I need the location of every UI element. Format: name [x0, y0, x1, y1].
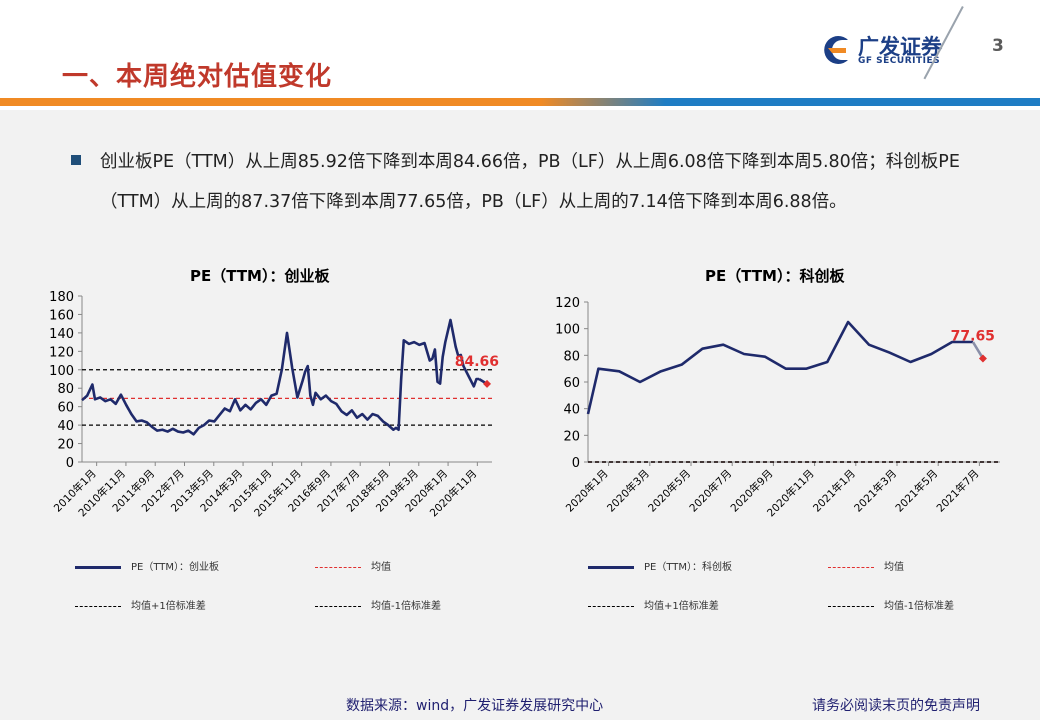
y-tick-label: 0	[572, 456, 580, 471]
legend-item-mean: 均值	[828, 558, 904, 573]
y-tick-label: 20	[563, 429, 580, 444]
legend-label: PE（TTM）：科创板	[644, 562, 733, 573]
legend-item-plus-std: 均值+1倍标准差	[75, 597, 206, 612]
gf-logo-icon	[824, 36, 848, 64]
legend-item-minus-std: 均值-1倍标准差	[828, 597, 954, 612]
y-tick-label: 120	[49, 345, 74, 360]
legend-label: 均值-1倍标准差	[884, 601, 954, 612]
bullet-square-icon	[71, 155, 81, 165]
y-tick-label: 160	[49, 308, 74, 323]
company-logo: 广发证券 GF SECURITIES	[818, 30, 958, 70]
y-tick-label: 180	[49, 290, 74, 305]
legend-star: PE（TTM）：科创板 均值 均值+1倍标准差 均值-1倍标准差	[588, 558, 1008, 618]
header-stripe	[0, 98, 1040, 106]
legend-label: 均值-1倍标准差	[371, 601, 441, 612]
logo-arc-orange	[828, 48, 846, 53]
x-tick-label: 2021年7月	[934, 467, 982, 515]
x-tick-label: 2021年3月	[851, 467, 899, 515]
page-number: 3	[992, 36, 1004, 56]
y-tick-label: 80	[563, 349, 580, 364]
disclaimer-link[interactable]: 请务必阅读末页的免责声明	[812, 698, 980, 714]
latest-point-marker	[483, 379, 492, 388]
y-tick-label: 140	[49, 327, 74, 342]
legend-item-series: PE（TTM）：创业板	[75, 558, 219, 573]
x-tick-label: 2020年5月	[645, 467, 693, 515]
logo-arc-blue	[824, 36, 848, 64]
x-tick-label: 2021年1月	[810, 467, 858, 515]
series-tail	[971, 341, 985, 360]
legend-label: 均值+1倍标准差	[131, 601, 206, 612]
summary-text: 创业板PE（TTM）从上周85.92倍下降到本周84.66倍，PB（LF）从上周…	[100, 152, 960, 212]
logo-english-text: GF SECURITIES	[858, 56, 941, 66]
x-tick-label: 2020年1月	[563, 467, 611, 515]
logo-chinese-text: 广发证券	[858, 35, 942, 59]
y-tick-label: 100	[555, 323, 580, 338]
latest-point-marker	[978, 354, 987, 363]
legend-item-series: PE（TTM）：科创板	[588, 558, 732, 573]
chart-chinext-pe: 0204060801001201401601802010年1月2010年11月2…	[49, 290, 499, 519]
legend-chinext: PE（TTM）：创业板 均值 均值+1倍标准差 均值-1倍标准差	[75, 558, 495, 618]
x-tick-label: 2020年7月	[687, 467, 735, 515]
legend-item-plus-std: 均值+1倍标准差	[588, 597, 719, 612]
series-line	[81, 318, 480, 436]
chart-title-chinext: PE（TTM）：创业板	[190, 267, 330, 285]
y-tick-label: 100	[49, 364, 74, 379]
y-tick-label: 0	[66, 456, 74, 471]
legend-item-minus-std: 均值-1倍标准差	[315, 597, 441, 612]
series-line	[586, 320, 973, 415]
latest-value-label: 84.66	[455, 354, 499, 370]
chart-star-pe: 0 20 40 60 80 100 120 2020年1月2020年3月2020年5月2020…	[555, 296, 1000, 519]
legend-label: PE（TTM）：创业板	[131, 562, 220, 573]
latest-value-label: 77.65	[951, 328, 995, 344]
x-tick-label: 2020年3月	[604, 467, 652, 515]
y-tick-label: 60	[57, 401, 74, 416]
y-tick-label: 20	[57, 438, 74, 453]
y-tick-label: 60	[563, 376, 580, 391]
y-tick-label: 40	[563, 403, 580, 418]
legend-label: 均值	[371, 562, 391, 573]
y-tick-label: 80	[57, 382, 74, 397]
legend-label: 均值	[884, 562, 904, 573]
slide-header: 一、本周绝对估值变化 广发证券 GF SECURITIES 3	[0, 0, 1040, 110]
page-title: 一、本周绝对估值变化	[62, 62, 333, 92]
legend-label: 均值+1倍标准差	[644, 601, 719, 612]
y-tick-label: 40	[57, 419, 74, 434]
legend-item-mean: 均值	[315, 558, 391, 573]
y-tick-label: 120	[555, 296, 580, 311]
chart-title-star: PE（TTM）：科创板	[705, 267, 845, 285]
x-tick-label: 2021年5月	[893, 467, 941, 515]
slide-content: 创业板PE（TTM）从上周85.92倍下降到本周84.66倍，PB（LF）从上周…	[0, 110, 1040, 720]
data-source-note: 数据来源：wind，广发证券发展研究中心	[346, 698, 604, 714]
